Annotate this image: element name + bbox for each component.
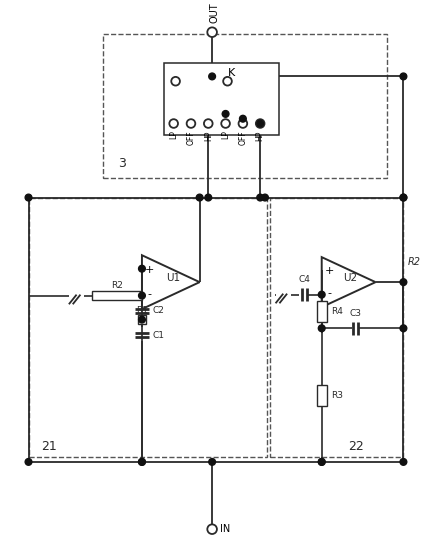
Bar [104,34,387,178]
Circle shape [400,279,407,286]
Circle shape [257,120,264,127]
Circle shape [138,458,145,465]
Text: OUT: OUT [209,2,219,22]
Bar [28,197,267,457]
Text: HP: HP [204,130,213,141]
Circle shape [209,73,215,80]
Text: R4: R4 [332,307,343,316]
Text: IN: IN [220,524,230,534]
Circle shape [400,325,407,332]
Text: C4: C4 [298,275,310,284]
Bar [138,315,146,324]
Circle shape [400,194,407,201]
Circle shape [318,325,325,332]
Circle shape [221,119,230,128]
Circle shape [256,119,264,128]
Circle shape [318,291,325,298]
Circle shape [257,194,264,201]
Text: HP: HP [256,130,265,141]
Circle shape [222,111,229,117]
Circle shape [400,73,407,80]
Circle shape [171,77,180,86]
Circle shape [239,119,247,128]
Text: 22: 22 [349,440,364,453]
Circle shape [138,292,145,299]
Text: R1: R1 [136,306,148,314]
Text: LP: LP [221,130,230,139]
Text: R2: R2 [111,281,123,290]
Circle shape [207,27,217,37]
Text: +: + [145,265,154,275]
Bar [164,63,280,135]
Circle shape [25,194,32,201]
Circle shape [138,458,145,465]
Circle shape [318,458,325,465]
Text: 3: 3 [118,157,126,170]
Text: LP: LP [169,130,178,139]
Circle shape [240,116,246,122]
Text: C2: C2 [153,306,164,316]
Text: R3: R3 [332,391,343,399]
Circle shape [261,194,268,201]
Bar [92,291,142,300]
Text: 21: 21 [41,440,57,453]
Circle shape [400,458,407,465]
Text: OFF: OFF [238,130,247,145]
Bar [317,385,326,405]
Text: -: - [147,289,152,299]
Circle shape [25,458,32,465]
Text: C3: C3 [349,308,361,318]
Circle shape [400,194,407,201]
Circle shape [205,194,212,201]
Text: OFF: OFF [187,130,196,145]
Circle shape [196,194,203,201]
Bar [270,197,403,457]
Circle shape [169,119,178,128]
Circle shape [223,77,232,86]
Circle shape [187,119,195,128]
Text: U2: U2 [344,273,358,283]
Text: R2: R2 [408,257,421,267]
Text: +: + [325,266,334,276]
Text: U1: U1 [166,273,180,283]
Text: K: K [228,68,235,77]
Circle shape [138,265,145,272]
Circle shape [138,316,145,323]
Bar [317,301,326,322]
Circle shape [207,524,217,534]
Circle shape [204,119,212,128]
Text: -: - [327,288,332,298]
Circle shape [209,458,215,465]
Circle shape [318,458,325,465]
Text: C1: C1 [153,330,165,340]
